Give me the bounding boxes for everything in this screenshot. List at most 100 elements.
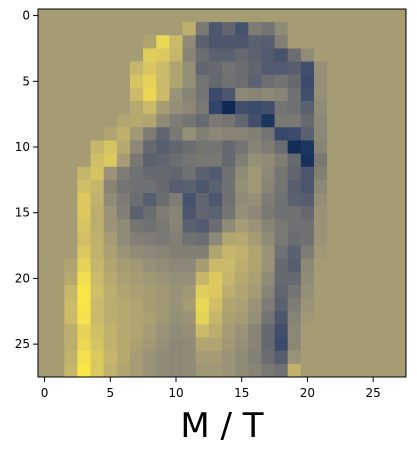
heatmap-cell [366, 9, 381, 23]
heatmap-cell [77, 9, 91, 23]
heatmap-cell [103, 166, 118, 181]
heatmap-cell [64, 363, 78, 378]
heatmap-cell [90, 285, 105, 299]
heatmap-cell [143, 337, 157, 352]
heatmap-cell [340, 337, 354, 352]
heatmap-cell [222, 219, 236, 233]
heatmap-cell [235, 363, 249, 378]
heatmap-cell [103, 193, 118, 207]
heatmap-cell [235, 285, 249, 299]
heatmap-cell [340, 35, 354, 49]
heatmap-cell [274, 48, 289, 62]
heatmap-cell [300, 193, 315, 207]
heatmap-cell [156, 350, 170, 365]
heatmap-cell [156, 337, 170, 352]
heatmap-cell [222, 35, 236, 49]
heatmap-cell [327, 61, 341, 76]
heatmap-cell [274, 35, 289, 49]
heatmap-cell [38, 166, 52, 181]
heatmap-cell [248, 232, 262, 246]
heatmap-cell [143, 350, 157, 365]
heatmap-cell [392, 35, 407, 49]
heatmap-cell [77, 193, 91, 207]
heatmap-cell [287, 61, 302, 76]
heatmap-cell [327, 101, 341, 115]
heatmap-cell [314, 337, 328, 352]
heatmap-cell [51, 127, 65, 141]
heatmap-cell [300, 74, 315, 89]
heatmap-cell [143, 87, 157, 102]
heatmap-cell [64, 48, 78, 62]
heatmap-cell [261, 337, 275, 352]
heatmap-cell [169, 298, 183, 312]
heatmap-cell [248, 74, 262, 89]
heatmap-cell [340, 140, 354, 154]
heatmap-cell [116, 337, 131, 352]
heatmap-cell [103, 271, 118, 286]
heatmap-cell [261, 127, 275, 141]
heatmap-cell [51, 232, 65, 246]
heatmap-cell [208, 9, 223, 23]
heatmap-cell [130, 271, 144, 286]
heatmap-cell [169, 350, 183, 365]
heatmap-cell [90, 363, 105, 378]
heatmap-cell [169, 35, 183, 49]
heatmap-cell [287, 285, 302, 299]
heatmap-cell [366, 285, 381, 299]
heatmap-cell [392, 363, 407, 378]
heatmap-cell [51, 311, 65, 325]
heatmap-cell [38, 61, 52, 76]
heatmap-cell [340, 311, 354, 325]
heatmap-cell [103, 127, 118, 141]
heatmap-cell [222, 206, 236, 220]
heatmap-cell [64, 140, 78, 154]
heatmap-cell [90, 48, 105, 62]
heatmap-cell [222, 311, 236, 325]
heatmap-cell [103, 337, 118, 352]
heatmap-cell [116, 48, 131, 62]
heatmap-cell [130, 285, 144, 299]
heatmap-cell [90, 232, 105, 246]
heatmap-cell [195, 114, 210, 128]
heatmap-cell [353, 140, 367, 154]
heatmap-cell [169, 193, 183, 207]
heatmap-cell [182, 285, 197, 299]
heatmap-cell [130, 48, 144, 62]
heatmap-cell [366, 350, 381, 365]
heatmap-cell [379, 206, 394, 220]
x-tick-label: 0 [41, 386, 49, 400]
heatmap-cell [353, 74, 367, 89]
heatmap-cell [327, 166, 341, 181]
heatmap-cell [248, 245, 262, 260]
heatmap-cell [274, 363, 289, 378]
heatmap-cell [130, 311, 144, 325]
heatmap-cell [116, 271, 131, 286]
heatmap-cell [195, 206, 210, 220]
heatmap-cell [103, 311, 118, 325]
heatmap-cell [77, 324, 91, 338]
heatmap-cell [222, 258, 236, 273]
heatmap-cell [64, 219, 78, 233]
heatmap-cell [38, 285, 52, 299]
heatmap-cell [38, 232, 52, 246]
heatmap-cell [300, 350, 315, 365]
heatmap-cell [287, 311, 302, 325]
heatmap-cell [156, 61, 170, 76]
heatmap-cell [353, 101, 367, 115]
heatmap-cell [392, 127, 407, 141]
heatmap-cell [143, 179, 157, 194]
heatmap-cell [208, 258, 223, 273]
heatmap-cell [379, 337, 394, 352]
heatmap-cell [340, 324, 354, 338]
heatmap-cell [116, 9, 131, 23]
heatmap-cell [274, 22, 289, 36]
heatmap-cell [261, 48, 275, 62]
heatmap-cell [38, 179, 52, 194]
heatmap-cell [353, 206, 367, 220]
heatmap-cell [261, 285, 275, 299]
heatmap-cell [156, 245, 170, 260]
heatmap-cell [169, 245, 183, 260]
heatmap-cell [287, 179, 302, 194]
heatmap-cell [222, 350, 236, 365]
heatmap-cell [169, 219, 183, 233]
